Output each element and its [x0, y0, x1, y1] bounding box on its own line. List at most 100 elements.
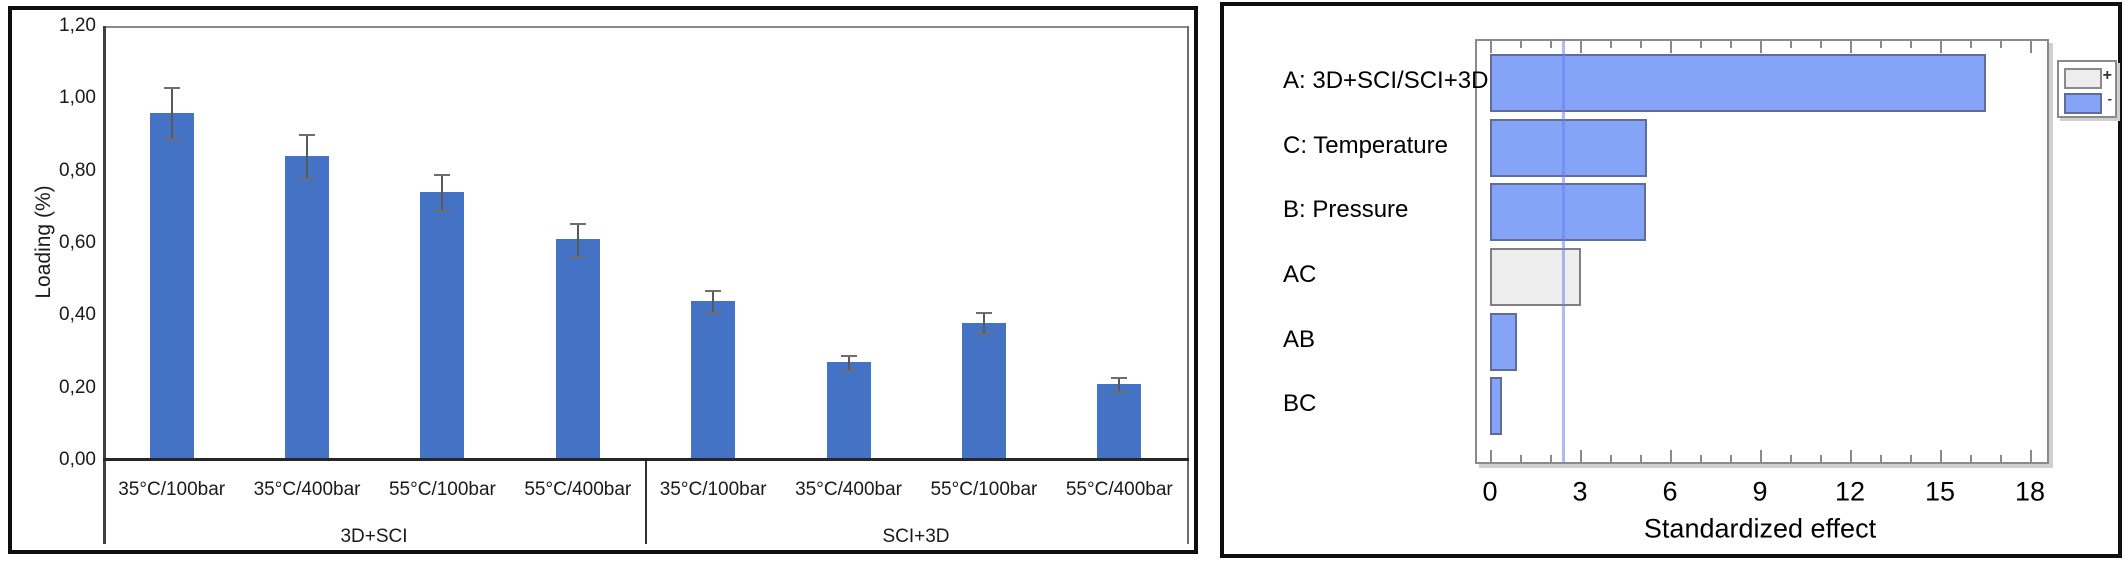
x-tick-bottom — [1490, 450, 1492, 462]
x-tick-bottom — [1700, 455, 1702, 462]
error-bar — [306, 134, 309, 178]
left-category-label: 55°C/100bar — [930, 479, 1038, 500]
x-tick-top — [1730, 41, 1732, 48]
left-x-axis-line — [103, 458, 1189, 461]
right-category-label: BC — [1283, 390, 1317, 417]
x-tick-bottom — [1940, 450, 1942, 462]
left-group-label-1: 3D+SCI — [340, 526, 408, 547]
x-tick-bottom — [1850, 450, 1852, 462]
pareto-chart-panel: A: 3D+SCI/SCI+3D C: Temperature B: Pressur… — [1220, 2, 2122, 558]
effect-bar-A-3D-SCI-SCI-3D — [1490, 54, 1986, 112]
left-y-tick-label: 0,40 — [59, 304, 96, 326]
bar-35°C/100bar — [149, 112, 194, 460]
x-tick-top — [1580, 41, 1582, 53]
x-tick-top — [1490, 41, 1492, 53]
error-bar-top-cap — [1111, 376, 1128, 379]
left-category-label: 55°C/400bar — [524, 479, 632, 500]
error-bar-bottom-cap — [1111, 391, 1128, 394]
error-bar-top-cap — [975, 311, 992, 314]
error-bar — [441, 174, 444, 211]
error-bar-bottom-cap — [299, 177, 316, 180]
x-tick-bottom — [1580, 450, 1582, 462]
x-tick-label: 15 — [1924, 476, 1956, 507]
x-tick-bottom — [1880, 455, 1882, 462]
left-group-divider — [645, 461, 647, 544]
legend-positive-swatch — [2064, 68, 2102, 89]
x-tick-bottom — [1640, 455, 1642, 462]
left-category-label: 35°C/400bar — [795, 479, 903, 500]
x-tick-bottom — [1820, 455, 1822, 462]
left-category-label: 35°C/100bar — [659, 479, 767, 500]
x-tick-label: 6 — [1662, 476, 1678, 507]
x-tick-bottom — [1970, 455, 1972, 462]
legend-negative-swatch — [2064, 93, 2102, 114]
x-tick-bottom — [1610, 455, 1612, 462]
effect-bar-AC — [1490, 248, 1581, 306]
loading-bar-chart-panel: Loading (%) 0,00 0,20 0,40 0,60 0,80 1,00 1,20… — [8, 6, 1198, 554]
error-bar — [982, 311, 985, 334]
significance-reference-line — [1562, 41, 1565, 462]
x-tick-top — [1640, 41, 1642, 48]
x-tick-top — [1970, 41, 1972, 48]
right-category-label: AB — [1283, 326, 1316, 353]
error-bar-top-cap — [705, 290, 722, 292]
x-tick-top — [1520, 41, 1522, 48]
x-tick-top — [1820, 41, 1822, 48]
error-bar-bottom-cap — [163, 138, 180, 141]
x-tick-label: 18 — [2014, 476, 2046, 507]
error-bar-bottom-cap — [705, 311, 722, 314]
left-y-tick-label: 0,00 — [59, 449, 96, 470]
left-y-tick-label: 0,60 — [59, 231, 96, 253]
left-plot-top-border — [103, 26, 1189, 28]
right-category-label: C: Temperature — [1283, 132, 1448, 159]
x-tick-bottom — [1730, 455, 1732, 462]
bar-55°C/400bar — [1097, 384, 1142, 460]
right-category-label: B: Pressure — [1283, 196, 1409, 223]
x-tick-top — [1550, 41, 1552, 48]
x-tick-top — [1940, 41, 1942, 53]
right-x-axis-title: Standardized effect — [1643, 513, 1877, 544]
effect-bar-C-Temperature — [1490, 119, 1647, 177]
bar-55°C/100bar — [961, 322, 1006, 460]
error-bar-bottom-cap — [975, 333, 992, 336]
error-bar — [1118, 376, 1121, 392]
x-tick-top — [2000, 41, 2002, 48]
error-bar-top-cap — [569, 223, 586, 226]
x-tick-top — [1850, 41, 1852, 53]
left-y-tick-label: 0,80 — [59, 159, 96, 181]
bar-55°C/400bar — [555, 239, 600, 460]
error-bar-top-cap — [299, 134, 316, 137]
x-tick-top — [1610, 41, 1612, 48]
left-category-label: 35°C/400bar — [253, 479, 361, 500]
bar-55°C/100bar — [420, 192, 465, 460]
error-bar-bottom-cap — [434, 210, 451, 213]
x-tick-label: 0 — [1482, 476, 1498, 507]
x-tick-bottom — [1550, 455, 1552, 462]
error-bar — [712, 290, 715, 312]
left-y-tick-label: 1,20 — [59, 14, 96, 36]
left-group-label-2: SCI+3D — [882, 526, 950, 547]
effect-bar-B-Pressure — [1490, 183, 1646, 241]
error-bar-top-cap — [840, 355, 857, 358]
legend-negative-symbol: - — [2107, 91, 2112, 106]
legend-positive-symbol: + — [2102, 67, 2112, 84]
error-bar — [576, 223, 579, 256]
bar-35°C/100bar — [691, 300, 736, 460]
bar-35°C/400bar — [826, 362, 871, 460]
left-y-axis-line — [103, 26, 106, 544]
error-bar — [170, 87, 173, 139]
x-tick-bottom — [2000, 455, 2002, 462]
x-tick-bottom — [2030, 450, 2032, 462]
left-category-label: 35°C/100bar — [118, 479, 226, 500]
x-tick-bottom — [1520, 455, 1522, 462]
x-tick-top — [1790, 41, 1792, 48]
x-tick-top — [1700, 41, 1702, 48]
left-y-tick-label: 0,20 — [59, 376, 96, 398]
left-y-tick-label: 1,00 — [59, 87, 96, 109]
left-category-label: 55°C/100bar — [388, 479, 496, 500]
x-tick-bottom — [1790, 455, 1792, 462]
error-bar-bottom-cap — [569, 255, 586, 258]
x-tick-label: 9 — [1752, 476, 1768, 507]
left-plot-right-border — [1187, 26, 1189, 544]
